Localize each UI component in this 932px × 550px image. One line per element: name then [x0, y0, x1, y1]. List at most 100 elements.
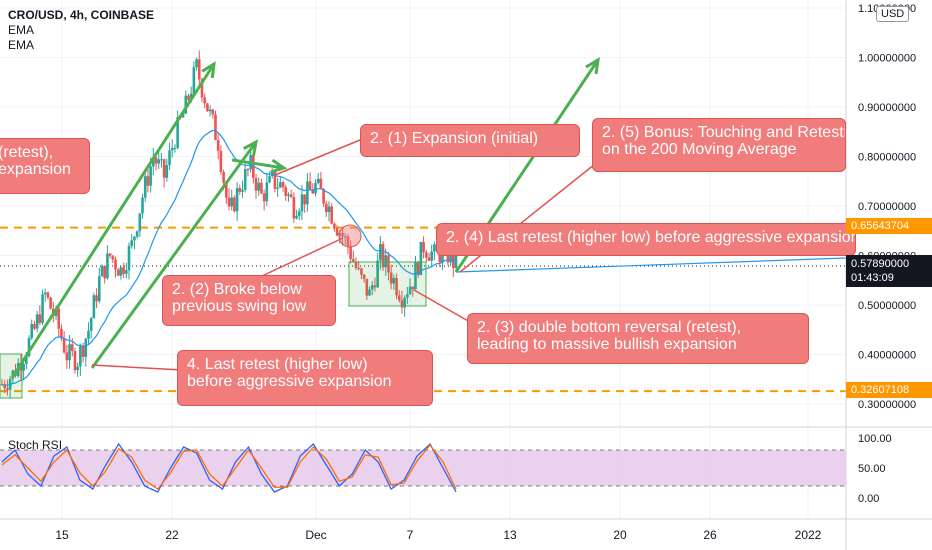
candle-body — [238, 188, 242, 192]
candle-body — [187, 95, 190, 100]
candle-body — [381, 244, 385, 268]
candle-body — [430, 251, 433, 261]
candle-body — [130, 240, 134, 246]
ema-label-2[interactable]: EMA — [8, 38, 35, 52]
x-tick-label: 22 — [165, 528, 179, 542]
chart-header: CRO/USD, 4h, COINBASE EMA EMA — [8, 8, 154, 53]
candle-body — [89, 318, 93, 331]
candle-body — [330, 206, 333, 224]
candle-body — [314, 183, 317, 194]
x-tick-label: 26 — [703, 528, 717, 542]
candle-body — [227, 197, 231, 207]
candle-body — [49, 297, 52, 309]
candle-body — [214, 114, 217, 140]
candle-body — [192, 67, 196, 94]
candle-body — [195, 59, 198, 68]
trend-arrow-small — [231, 158, 285, 170]
candle-body — [349, 246, 352, 260]
y-tick-label: 0.70000000 — [858, 201, 916, 213]
candle-body — [108, 253, 112, 256]
candle-body — [84, 338, 88, 357]
candle-body — [127, 245, 131, 271]
annotation-double-bottom: 2. (3) double bottom reversal (retest), … — [467, 313, 809, 364]
stoch-series-line — [1, 442, 457, 493]
stoch-rsi-pane — [0, 442, 846, 493]
candle-body — [87, 330, 90, 339]
candle-body — [95, 295, 98, 302]
candle-body — [30, 323, 34, 338]
candle-body — [162, 159, 166, 178]
symbol-title: CRO/USD, 4h, COINBASE — [8, 8, 155, 22]
candle-body — [454, 254, 458, 268]
broke-below-marker — [338, 224, 362, 248]
consolidation-box-right — [348, 261, 427, 307]
candle-body — [68, 344, 71, 361]
candle-body — [27, 337, 31, 357]
candle-body — [389, 272, 393, 284]
candle-body — [125, 270, 128, 274]
candle-body — [316, 178, 320, 184]
resistance-price-tag: 0.65643704 — [846, 218, 932, 234]
ema-label-1[interactable]: EMA — [8, 23, 35, 37]
candle-body — [306, 181, 309, 205]
candle-body — [403, 297, 406, 308]
candle-body — [370, 285, 374, 290]
candle-body — [230, 197, 234, 207]
candle-body — [273, 171, 277, 189]
consolidation-box-left — [0, 353, 23, 399]
candle-body — [65, 352, 69, 361]
main-pane — [0, 0, 847, 519]
candle-body — [376, 260, 379, 288]
trend-arrow-main-head — [201, 61, 216, 79]
candle-body — [57, 308, 61, 329]
y-tick-label: 0.50000000 — [858, 300, 916, 312]
candle-body — [22, 363, 25, 371]
candle-body — [281, 182, 285, 188]
candle-body — [379, 244, 382, 261]
candle-body — [324, 203, 328, 213]
x-tick-label: 20 — [613, 528, 627, 542]
candle-body — [141, 197, 144, 214]
candle-body — [279, 182, 282, 188]
candle-body — [311, 189, 315, 194]
candle-body — [246, 169, 250, 171]
candle-body — [97, 276, 101, 302]
candle-body — [241, 189, 244, 192]
candle-body — [184, 95, 188, 114]
x-tick-label: 13 — [503, 528, 517, 542]
stoch-y-tick-label: 0.00 — [858, 493, 879, 505]
candle-body — [181, 113, 185, 118]
candle-body — [135, 231, 139, 237]
annotation-partial-left: (retest), expansion — [0, 138, 90, 194]
candle-body — [265, 182, 269, 202]
y-tick-label: 0.90000000 — [858, 102, 916, 114]
candle-body — [392, 278, 396, 284]
ma200-line — [455, 257, 847, 273]
candle-body — [35, 314, 39, 329]
candle-body — [216, 139, 220, 151]
currency-button[interactable]: USD — [876, 6, 910, 22]
candle-body — [433, 244, 436, 252]
candle-body — [208, 109, 212, 112]
candle-body — [368, 289, 371, 296]
candle-body — [222, 171, 225, 183]
candle-body — [322, 189, 325, 204]
candle-body — [157, 159, 161, 164]
candle-body — [406, 294, 409, 298]
candle-body — [233, 197, 236, 212]
candle-body — [81, 346, 85, 357]
candle-body — [170, 148, 174, 151]
candle-body — [338, 232, 342, 236]
candle-body — [384, 255, 388, 268]
candle-body — [300, 194, 304, 212]
annotation-pointer — [91, 364, 183, 371]
annotation-pointer — [261, 237, 344, 277]
candle-body — [365, 278, 369, 296]
stoch-rsi-label[interactable]: Stoch RSI — [8, 438, 63, 452]
candle-body — [408, 286, 412, 295]
candle-body — [308, 181, 312, 190]
candle-body — [373, 285, 377, 288]
current-price-tag: 0.57890000 01:43:09 — [846, 255, 932, 287]
stoch-y-tick-label: 100.00 — [858, 433, 892, 445]
